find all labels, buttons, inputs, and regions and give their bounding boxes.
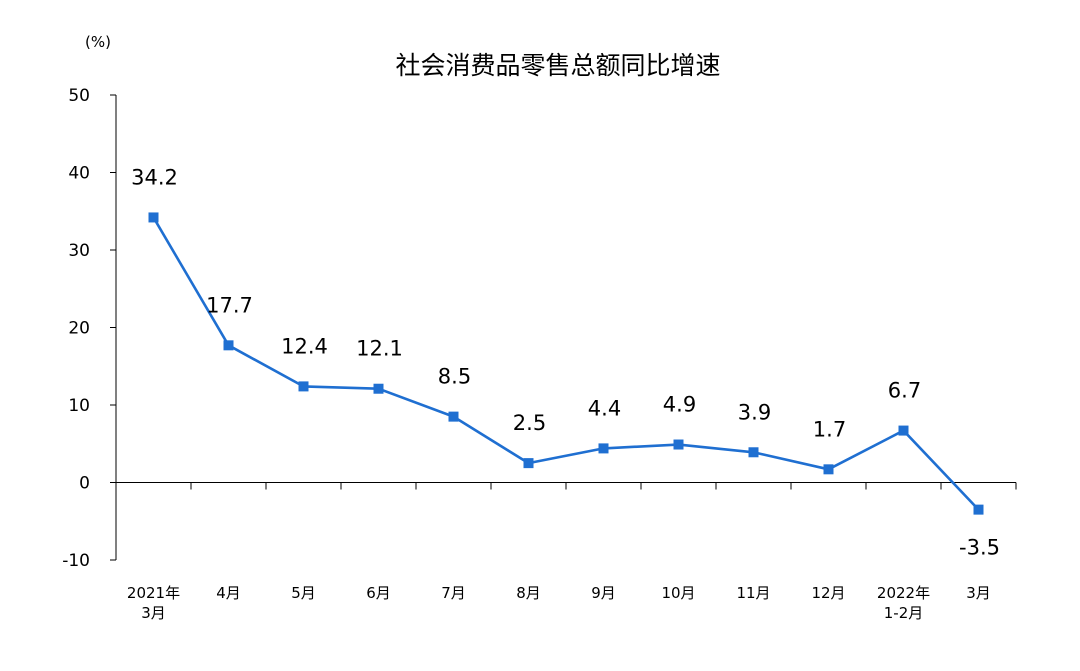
series-group: 34.2 17.7 12.4 12.1 8.5 2.5 4.4 4.9 3.9 1.7 6.7 -3.… — [131, 165, 1000, 559]
data-label: 12.1 — [356, 337, 403, 361]
data-label: 4.4 — [588, 396, 621, 420]
data-label: 3.9 — [738, 400, 771, 424]
y-tick-label: 20 — [68, 319, 90, 339]
x-tick-label: 10月 — [661, 584, 695, 602]
x-tick-label: 8月 — [516, 584, 541, 602]
y-tick-label: 10 — [68, 396, 90, 416]
series-line — [152, 216, 980, 511]
x-tick-label: 5月 — [291, 584, 316, 602]
x-tick-label: 12月 — [811, 584, 845, 602]
x-tick-label: 3月 — [966, 584, 991, 602]
x-tick-label: 4月 — [216, 584, 241, 602]
data-point-marker — [898, 425, 909, 436]
y-unit-label: (%) — [85, 33, 111, 51]
data-label: 1.7 — [813, 417, 846, 441]
data-label: 17.7 — [206, 293, 253, 317]
data-point-marker — [223, 340, 234, 351]
x-tick-label: 9月 — [591, 584, 616, 602]
data-point-marker — [598, 443, 609, 454]
data-label: 34.2 — [131, 165, 178, 189]
y-tick-label: -10 — [62, 551, 90, 571]
x-tick-label: 6月 — [366, 584, 391, 602]
x-tick-label: 11月 — [736, 584, 770, 602]
data-point-marker — [523, 458, 534, 469]
data-label: 4.9 — [663, 393, 696, 417]
x-tick-label: 2021年 3月 — [127, 584, 180, 622]
data-label: 12.4 — [281, 334, 328, 358]
x-tick-label: 7月 — [441, 584, 466, 602]
data-label: 6.7 — [888, 379, 921, 403]
data-point-marker — [298, 381, 309, 392]
y-tick-label: 40 — [68, 164, 90, 184]
y-tick-label: 0 — [79, 474, 90, 494]
data-point-marker — [673, 439, 684, 450]
x-tick-label: 2022年 1-2月 — [877, 584, 930, 622]
data-label: 8.5 — [438, 365, 471, 389]
data-label: -3.5 — [959, 536, 1000, 560]
data-point-marker — [823, 464, 834, 475]
data-point-marker — [748, 447, 759, 458]
data-point-marker — [973, 504, 984, 515]
y-tick-label: 30 — [68, 241, 90, 261]
data-label: 2.5 — [513, 411, 546, 435]
data-point-marker — [448, 411, 459, 422]
data-point-marker — [373, 383, 384, 394]
y-tick-label: 50 — [68, 86, 90, 106]
data-point-marker — [148, 212, 159, 223]
chart-title: 社会消费品零售总额同比增速 — [395, 51, 720, 80]
axes: 50 40 30 20 10 0 -10 2021年 3月 4月 5月 6月 7月 8月 9月 10月 11月 1… — [62, 86, 1017, 622]
